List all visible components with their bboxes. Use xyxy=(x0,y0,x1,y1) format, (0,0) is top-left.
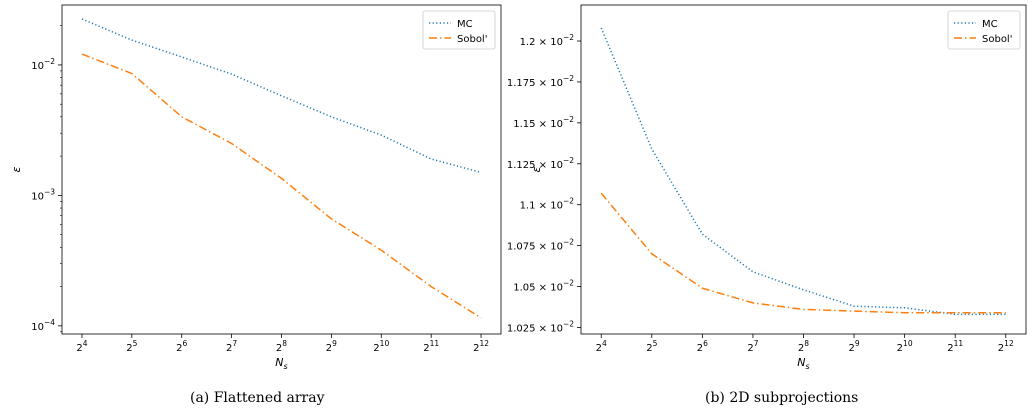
axes-frame xyxy=(580,4,1027,335)
x-tick-label: 24 xyxy=(76,339,87,354)
x-tick-label: 27 xyxy=(226,339,237,354)
y-tick-label: 1.025 × 10−2 xyxy=(507,319,574,334)
y-axis-label: ε xyxy=(530,166,543,172)
y-tick-label: 10−3 xyxy=(31,187,55,202)
x-axis-label: Ns xyxy=(797,356,809,371)
x-tick-label: 28 xyxy=(798,339,809,354)
x-tick-label: 27 xyxy=(747,339,758,354)
legend-label: MC xyxy=(982,19,998,30)
y-tick-label: 1.075 × 10−2 xyxy=(507,238,574,253)
legend-label: MC xyxy=(457,19,473,30)
chart-2d-subprojections: 24 25 26 27 28 29 210 211 212 1.2 × 10−2 1.175 × 1… xyxy=(507,4,1027,371)
legend-box xyxy=(422,10,496,50)
caption-b: (b) 2D subprojections xyxy=(705,390,859,406)
x-tick-label: 210 xyxy=(897,339,913,354)
x-tick-label: 25 xyxy=(126,339,137,354)
y-tick-label: 1.2 × 10−2 xyxy=(520,33,575,48)
y-tick-label: 1.15 × 10−2 xyxy=(513,115,574,130)
y-tick-label: 1.05 × 10−2 xyxy=(513,279,574,294)
x-tick-label: 24 xyxy=(596,339,607,354)
y-tick-label: 10−2 xyxy=(31,57,55,72)
caption-a: (a) Flattened array xyxy=(190,390,325,406)
y-axis-label: ε xyxy=(10,166,23,172)
y-tick-label: 1.1 × 10−2 xyxy=(520,197,575,212)
legend-label: Sobol' xyxy=(457,34,487,45)
x-tick-label: 212 xyxy=(473,339,489,354)
series-line-sobol xyxy=(81,53,482,319)
x-tick-label: 29 xyxy=(848,339,859,354)
series-line-sobol xyxy=(600,192,1006,314)
legend-box xyxy=(947,10,1021,50)
y-tick-label: 1.125 × 10−2 xyxy=(507,156,574,171)
legend: MC Sobol' xyxy=(947,10,1021,50)
y-tick-label: 1.175 × 10−2 xyxy=(507,74,574,89)
x-tick-label: 28 xyxy=(276,339,287,354)
x-tick-label: 25 xyxy=(646,339,657,354)
x-tick-label: 29 xyxy=(326,339,337,354)
x-axis-label: Ns xyxy=(275,356,287,371)
x-tick-label: 210 xyxy=(373,339,389,354)
x-tick-label: 26 xyxy=(697,339,708,354)
x-tick-label: 211 xyxy=(947,339,963,354)
x-tick-label: 26 xyxy=(176,339,187,354)
legend-label: Sobol' xyxy=(982,34,1012,45)
y-tick-label: 10−4 xyxy=(31,318,55,333)
legend: MC Sobol' xyxy=(422,10,496,50)
chart-flattened-array: 24 25 26 27 28 29 210 211 212 10−2 10−3 10−4 Ns ε MC So… xyxy=(10,4,502,371)
series-line-mc xyxy=(600,27,1006,316)
x-tick-label: 212 xyxy=(998,339,1014,354)
series-line-mc xyxy=(81,18,482,174)
x-tick-label: 211 xyxy=(423,339,439,354)
axes-frame xyxy=(61,4,502,335)
